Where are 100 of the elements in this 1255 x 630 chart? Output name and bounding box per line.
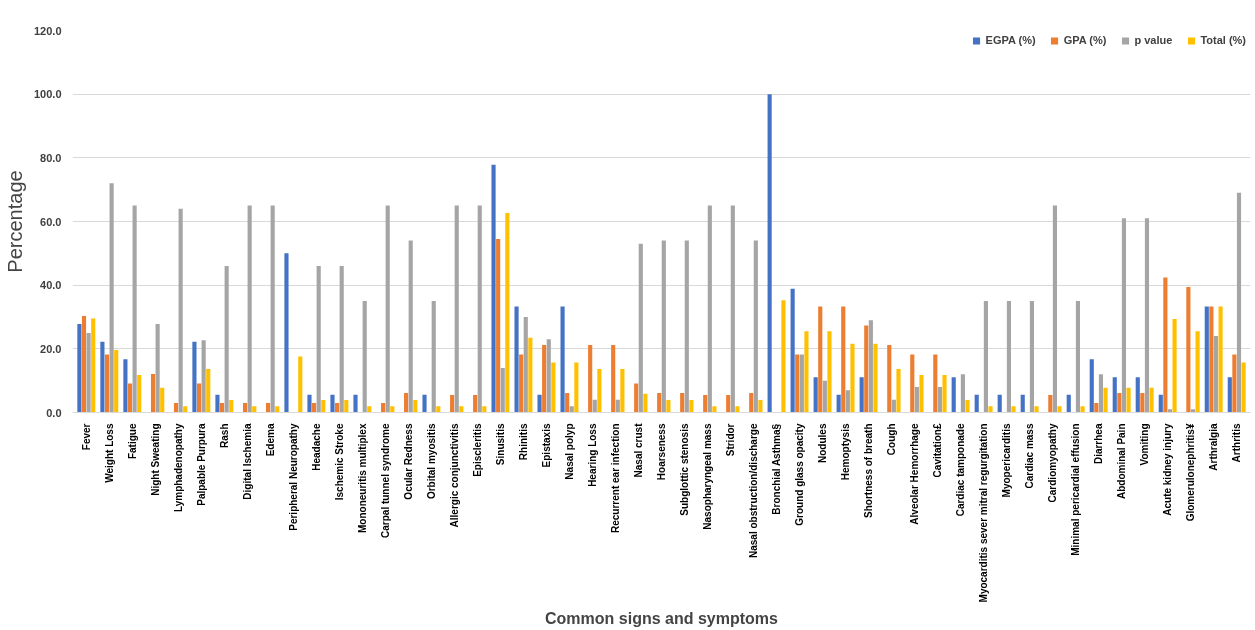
- bar: [505, 212, 510, 413]
- bar: [569, 406, 574, 413]
- y-tick-label: 60.0: [40, 215, 62, 228]
- bar: [919, 374, 924, 413]
- bar: [896, 368, 901, 413]
- x-tick-label: Rhinitis: [517, 423, 529, 461]
- bar: [339, 266, 344, 413]
- bar: [827, 331, 832, 413]
- bar: [353, 394, 358, 413]
- bar: [799, 354, 804, 413]
- bar: [703, 394, 708, 413]
- legend-label: EGPA (%): [985, 34, 1036, 46]
- x-tick-label: Hoarseness: [656, 423, 667, 481]
- x-tick-label: Fatigue: [126, 423, 138, 460]
- bar: [730, 205, 735, 413]
- bar: [891, 399, 896, 413]
- bar: [247, 205, 252, 413]
- x-tick-label: Weight Loss: [103, 423, 115, 483]
- x-tick-label: Cardiac tamponade: [955, 423, 967, 517]
- bar: [758, 400, 763, 413]
- x-tick-label: Nasal crust: [632, 422, 644, 478]
- bar: [813, 377, 818, 413]
- bar: [284, 253, 289, 413]
- y-tick-label: 80.0: [40, 151, 62, 164]
- bar: [422, 394, 427, 413]
- bar: [132, 205, 137, 413]
- x-tick-label: Nasal polyp: [563, 423, 575, 480]
- bar: [367, 406, 372, 413]
- bar: [1075, 301, 1081, 413]
- bar: [123, 359, 128, 413]
- bar: [781, 300, 786, 413]
- bar: [804, 331, 809, 413]
- bar: [1066, 394, 1071, 413]
- bar: [114, 350, 119, 413]
- bar: [1020, 394, 1025, 413]
- y-tick-label: 0.0: [46, 406, 62, 419]
- bar: [201, 340, 206, 413]
- bar: [500, 367, 505, 413]
- x-tick-label: Minimal pericardial effusion: [1070, 423, 1082, 556]
- bar: [850, 343, 855, 413]
- bar: [1135, 377, 1140, 413]
- bar: [459, 406, 464, 413]
- x-tick-label: Recurrent ear infection: [609, 423, 621, 533]
- x-tick-label: Glomerulonephritis¥: [1185, 423, 1197, 522]
- bar: [937, 387, 942, 413]
- y-tick-label: 20.0: [40, 342, 62, 355]
- bar: [436, 406, 441, 413]
- bar: [173, 402, 179, 413]
- bar: [988, 406, 993, 413]
- bar: [960, 374, 965, 413]
- bar: [712, 406, 717, 413]
- bar: [266, 402, 271, 413]
- bar: [477, 205, 482, 413]
- bar: [818, 306, 823, 413]
- bar: [689, 400, 694, 413]
- bar: [127, 383, 133, 413]
- bar: [588, 345, 593, 413]
- bar: [560, 306, 565, 413]
- x-tick-label: Allergic conjunctivitis: [448, 423, 460, 528]
- x-tick-label: Cavitation£: [932, 423, 944, 478]
- bar: [77, 324, 82, 413]
- bar: [150, 373, 156, 413]
- bar: [344, 400, 349, 413]
- x-tick-label: Myopericarditis: [1001, 423, 1013, 498]
- x-tick-label: Myocarditis sever mitral regurgitation: [978, 423, 990, 603]
- bar: [864, 325, 869, 413]
- bar: [335, 402, 340, 413]
- x-tick-label: Palpable Purpura: [195, 423, 207, 506]
- bar: [1163, 277, 1168, 413]
- x-tick-label: Ocular Redness: [402, 423, 414, 500]
- bar: [1121, 218, 1127, 413]
- bar: [753, 240, 758, 413]
- x-tick-label: Night Sweating: [149, 423, 161, 496]
- bar: [565, 393, 570, 413]
- bar: [546, 339, 551, 413]
- bar: [316, 266, 321, 413]
- bar: [381, 402, 386, 413]
- bar: [592, 399, 597, 413]
- x-tick-label: Vomiting: [1139, 423, 1151, 466]
- bar: [155, 324, 160, 413]
- bar: [845, 390, 850, 413]
- bar: [974, 394, 979, 413]
- bar: [104, 354, 110, 413]
- bar: [362, 301, 367, 413]
- bar: [1112, 377, 1117, 413]
- bar: [1089, 359, 1094, 413]
- bar: [321, 400, 326, 413]
- x-tick-label: Cardiomyopathy: [1047, 423, 1059, 503]
- x-tick-label: Abdominal Pain: [1116, 423, 1128, 500]
- bar: [611, 345, 616, 413]
- y-tick-label: 120.0: [33, 24, 62, 37]
- x-tick-label: Hemoptysis: [840, 423, 852, 481]
- bar: [749, 393, 754, 413]
- bar: [1144, 218, 1150, 413]
- legend-label: p value: [1134, 34, 1173, 46]
- bar: [914, 387, 919, 413]
- bar: [790, 288, 795, 413]
- bar: [1057, 406, 1062, 413]
- y-tick-label: 40.0: [40, 279, 62, 292]
- bar: [1052, 205, 1057, 413]
